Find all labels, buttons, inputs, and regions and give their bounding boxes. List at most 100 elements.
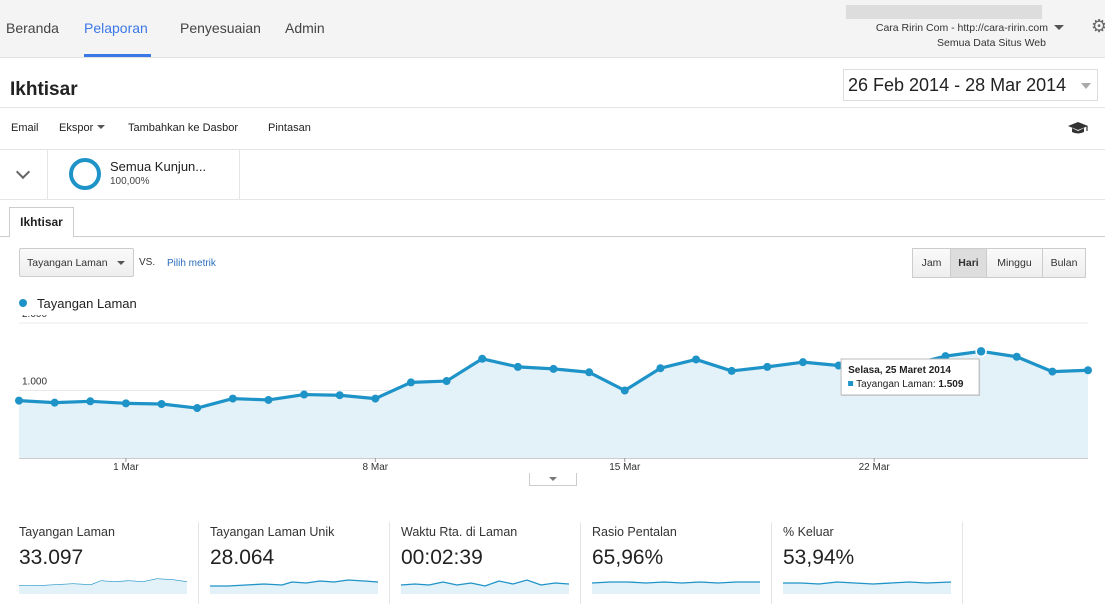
data-point bbox=[941, 352, 950, 361]
scorecard-pageviews[interactable]: Tayangan Laman 33.097 bbox=[9, 522, 199, 604]
tooltip-label: Tayangan Laman: 1.509 bbox=[856, 379, 964, 390]
data-point bbox=[834, 361, 843, 370]
data-point bbox=[406, 378, 415, 387]
scorecard-exit-percent[interactable]: % Keluar 53,94% bbox=[773, 522, 963, 604]
data-point bbox=[442, 377, 451, 386]
caret-down-icon bbox=[97, 125, 106, 129]
data-point bbox=[1084, 366, 1092, 375]
sparkline bbox=[400, 579, 570, 594]
metric-select[interactable]: Tayangan Laman bbox=[19, 248, 134, 277]
legend-series-marker bbox=[19, 299, 27, 307]
granularity-hour-button[interactable]: Jam bbox=[912, 248, 951, 278]
scorecard-label: Rasio Pentalan bbox=[592, 525, 677, 539]
data-point bbox=[727, 366, 736, 375]
nav-tab-beranda[interactable]: Beranda bbox=[6, 20, 59, 36]
add-to-dashboard-button[interactable]: Tambahkan ke Dasbor bbox=[128, 122, 239, 134]
nav-tab-penyesuaian[interactable]: Penyesuaian bbox=[180, 20, 261, 36]
tab-ikhtisar[interactable]: Ikhtisar bbox=[9, 207, 74, 237]
export-button[interactable]: Ekspor bbox=[59, 122, 106, 134]
scorecard-value: 53,94% bbox=[783, 546, 855, 569]
data-point bbox=[121, 399, 130, 408]
data-point bbox=[264, 395, 273, 404]
nav-tab-admin[interactable]: Admin bbox=[285, 20, 325, 36]
chevron-down-icon bbox=[1081, 83, 1091, 89]
date-range-picker[interactable]: 26 Feb 2014 - 28 Mar 2014 bbox=[843, 69, 1098, 101]
segment-ring-icon bbox=[69, 158, 101, 190]
shortcut-button[interactable]: Pintasan bbox=[268, 122, 311, 134]
account-dropdown-icon[interactable] bbox=[1054, 25, 1064, 30]
data-point bbox=[513, 362, 522, 371]
data-point bbox=[86, 397, 95, 406]
scorecard-label: Waktu Rta. di Laman bbox=[401, 525, 518, 539]
granularity-day-button[interactable]: Hari bbox=[950, 248, 987, 278]
granularity-week-button[interactable]: Minggu bbox=[986, 248, 1043, 278]
data-point bbox=[193, 404, 202, 413]
data-point bbox=[798, 358, 807, 367]
active-tab-indicator bbox=[84, 54, 151, 57]
nav-tab-pelaporan[interactable]: Pelaporan bbox=[84, 20, 148, 36]
data-point bbox=[157, 400, 166, 408]
graduation-cap-icon[interactable] bbox=[1067, 120, 1089, 141]
export-label: Ekspor bbox=[59, 122, 94, 134]
chart-collapse-handle[interactable] bbox=[529, 473, 577, 486]
x-tick-label: 22 Mar bbox=[859, 462, 891, 473]
segment-name: Semua Kunjun... bbox=[110, 159, 207, 174]
tooltip-title: Selasa, 25 Maret 2014 bbox=[848, 365, 951, 376]
scorecard-value: 65,96% bbox=[592, 546, 664, 569]
tooltip-series-marker bbox=[848, 381, 854, 386]
data-point bbox=[371, 394, 380, 403]
y-tick-label: 2.000 bbox=[22, 315, 47, 320]
chevron-down-icon bbox=[15, 164, 31, 180]
scorecard-label: Tayangan Laman bbox=[19, 525, 115, 539]
data-point bbox=[335, 391, 344, 400]
scorecard-avg-time[interactable]: Waktu Rta. di Laman 00:02:39 bbox=[391, 522, 581, 604]
data-point bbox=[1012, 352, 1021, 361]
data-point bbox=[15, 396, 23, 405]
metric-select-value: Tayangan Laman bbox=[27, 257, 108, 269]
data-point bbox=[478, 354, 487, 363]
x-tick-label: 1 Mar bbox=[113, 462, 139, 473]
account-redacted-bar bbox=[846, 5, 1042, 19]
segment-bar: Semua Kunjun... 100,00% bbox=[0, 149, 1105, 200]
sparkline bbox=[19, 578, 188, 594]
gear-icon[interactable]: ⚙ bbox=[1091, 16, 1105, 36]
report-toolbar: Email Ekspor Tambahkan ke Dasbor Pintasa… bbox=[0, 107, 1105, 150]
sparkline bbox=[210, 579, 379, 594]
segment-all-visits[interactable]: Semua Kunjun... 100,00% bbox=[47, 149, 240, 199]
scorecard-unique-pageviews[interactable]: Tayangan Laman Unik 28.064 bbox=[200, 522, 390, 604]
tooltip-box bbox=[840, 358, 980, 396]
account-name[interactable]: Cara Ririn Com - http://cara-ririn.com bbox=[875, 22, 1048, 34]
scorecard-bounce-rate[interactable]: Rasio Pentalan 65,96% bbox=[582, 522, 772, 604]
tab-divider bbox=[0, 236, 1105, 237]
data-point bbox=[692, 355, 701, 364]
data-point bbox=[620, 386, 629, 395]
data-point bbox=[300, 390, 309, 399]
segment-toggle-button[interactable] bbox=[0, 149, 48, 199]
sparkline bbox=[783, 581, 952, 594]
scorecard-label: % Keluar bbox=[783, 525, 834, 539]
series-area bbox=[19, 351, 1088, 458]
data-point bbox=[656, 364, 665, 373]
data-point bbox=[549, 364, 558, 373]
data-point bbox=[975, 345, 987, 358]
x-tick-label: 8 Mar bbox=[363, 462, 389, 473]
page-title: Ikhtisar bbox=[10, 79, 78, 100]
tooltip-value: 1.509 bbox=[938, 379, 963, 390]
y-tick-label: 1.000 bbox=[22, 377, 47, 388]
pick-metric-link[interactable]: Pilih metrik bbox=[167, 258, 216, 269]
email-button[interactable]: Email bbox=[11, 122, 39, 134]
data-point bbox=[228, 394, 237, 403]
granularity-month-button[interactable]: Bulan bbox=[1042, 248, 1086, 278]
segment-percent: 100,00% bbox=[110, 176, 150, 187]
scorecard-value: 28.064 bbox=[210, 546, 275, 569]
date-range-text: 26 Feb 2014 - 28 Mar 2014 bbox=[848, 75, 1067, 95]
legend-series-label: Tayangan Laman bbox=[37, 296, 137, 311]
scorecard-value: 33.097 bbox=[19, 546, 84, 569]
account-view-name[interactable]: Semua Data Situs Web bbox=[937, 37, 1046, 49]
vs-label: VS. bbox=[139, 257, 156, 268]
data-point bbox=[763, 362, 772, 371]
scorecard-value: 00:02:39 bbox=[401, 546, 483, 569]
data-point bbox=[50, 398, 59, 407]
pageviews-chart[interactable]: 2.000 1.000 1 Mar 8 Mar 15 Mar 22 Mar Selasa, … bbox=[0, 315, 1105, 475]
scorecard-label: Tayangan Laman Unik bbox=[210, 525, 335, 539]
